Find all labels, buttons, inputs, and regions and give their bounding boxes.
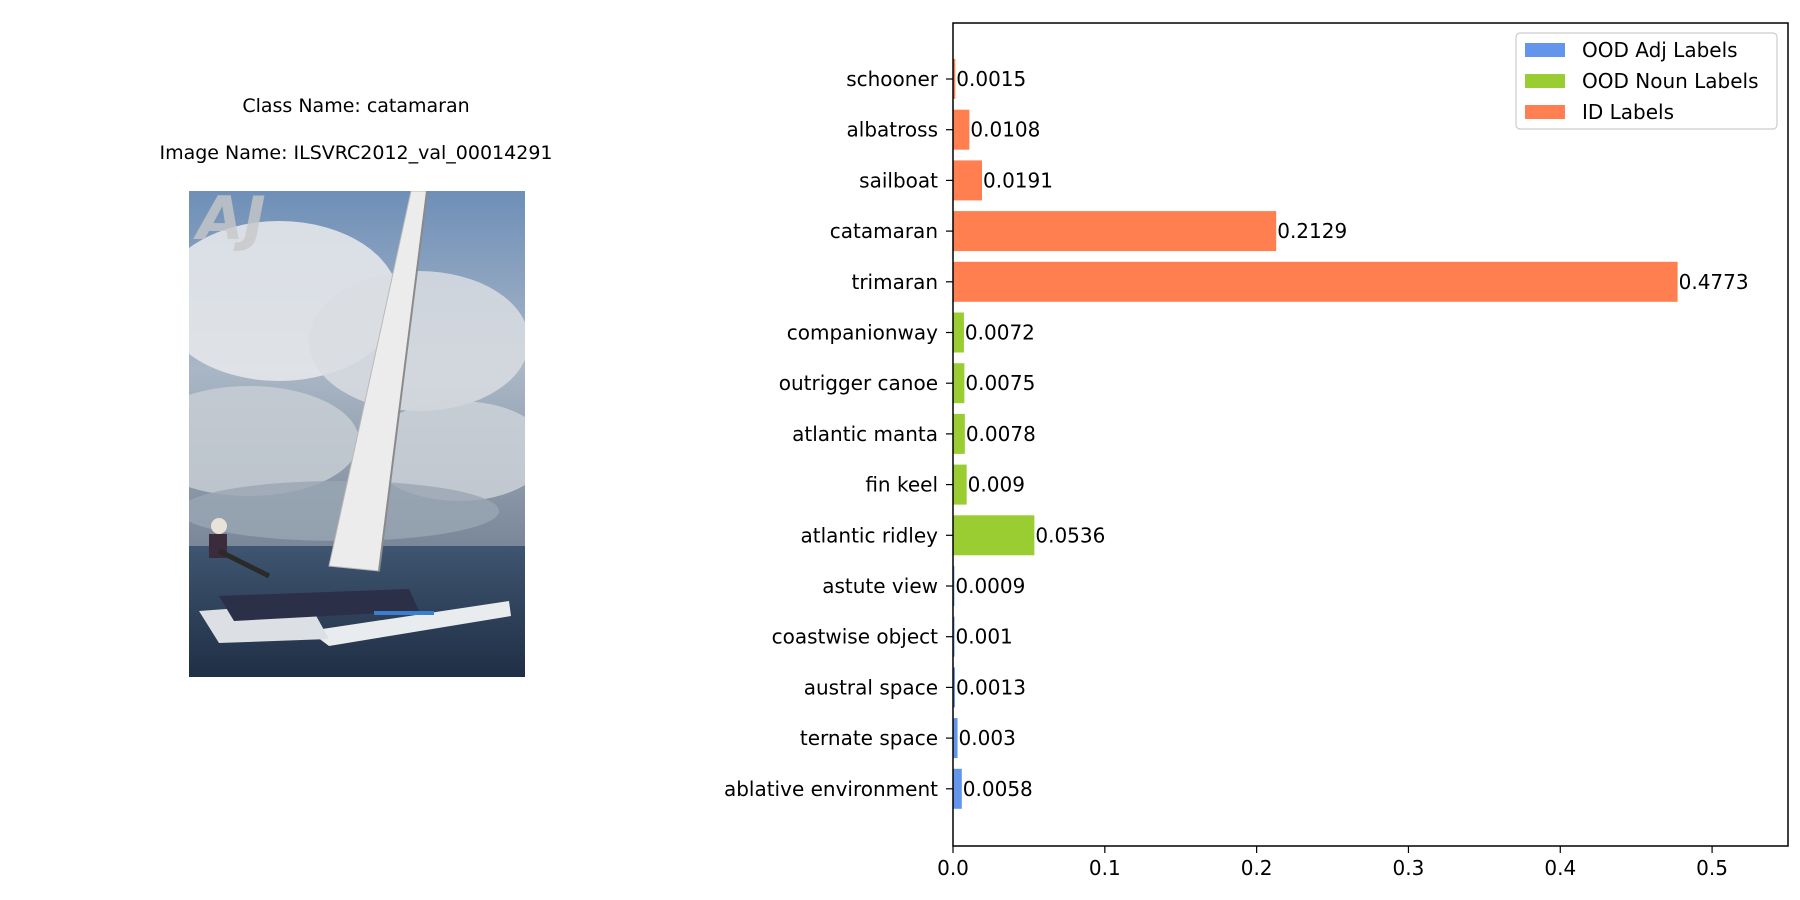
value-label: 0.4773 xyxy=(1679,270,1749,294)
y-tick-label: schooner xyxy=(846,67,939,91)
legend-box xyxy=(1515,32,1778,130)
bar-fin-keel xyxy=(953,464,967,505)
x-axis-ticks: 0.0 0.1 0.2 0.3 0.4 0.5 xyxy=(937,846,1728,880)
value-label: 0.0108 xyxy=(970,118,1040,142)
x-tick-label: 0.4 xyxy=(1544,856,1576,880)
value-label: 0.0191 xyxy=(983,168,1053,192)
bar-companionway xyxy=(953,312,964,353)
catamaran-photo: AJ xyxy=(189,191,525,677)
value-label: 0.0013 xyxy=(956,675,1026,699)
value-label: 0.0058 xyxy=(963,777,1033,801)
y-tick-label: outrigger canoe xyxy=(779,371,938,395)
bar-ablative-environment xyxy=(953,768,962,809)
value-label: 0.0536 xyxy=(1035,523,1105,547)
legend-label: OOD Adj Labels xyxy=(1582,38,1738,62)
value-label: 0.009 xyxy=(968,473,1025,497)
y-tick-labels: schooner albatross sailboat catamaran trimar… xyxy=(724,67,953,801)
y-tick-label: ternate space xyxy=(800,726,938,750)
value-label: 0.0078 xyxy=(966,422,1036,446)
legend-label: OOD Noun Labels xyxy=(1582,69,1759,93)
plot-frame xyxy=(952,22,1789,847)
bar-sailboat xyxy=(953,160,982,201)
y-tick-label: companionway xyxy=(787,321,938,345)
value-label: 0.2129 xyxy=(1277,219,1347,243)
svg-text:AJ: AJ xyxy=(193,191,266,254)
x-tick-label: 0.3 xyxy=(1393,856,1425,880)
bars-layer xyxy=(953,59,1678,809)
x-tick-label: 0.0 xyxy=(937,856,969,880)
bar-ternate-space xyxy=(953,718,958,759)
y-tick-label: coastwise object xyxy=(772,625,939,649)
legend-swatch xyxy=(1525,43,1565,57)
value-label: 0.0072 xyxy=(965,321,1035,345)
y-tick-label: atlantic ridley xyxy=(800,523,938,547)
bar-albatross xyxy=(953,109,970,150)
y-tick-label: astute view xyxy=(822,574,938,598)
y-tick-label: trimaran xyxy=(851,270,938,294)
value-label: 0.003 xyxy=(959,726,1016,750)
y-tick-label: sailboat xyxy=(859,168,938,192)
value-labels: 0.0015 0.0108 0.0191 0.2129 0.4773 0.0072 0.00… xyxy=(955,67,1748,801)
y-tick-label: catamaran xyxy=(830,219,938,243)
legend-swatch xyxy=(1525,105,1565,119)
x-tick-label: 0.2 xyxy=(1241,856,1273,880)
y-tick-label: fin keel xyxy=(865,473,938,497)
bar-trimaran xyxy=(953,261,1678,302)
value-label: 0.0075 xyxy=(965,371,1035,395)
legend-swatch xyxy=(1525,74,1565,88)
bar-atlantic-manta xyxy=(953,413,965,454)
y-tick-label: ablative environment xyxy=(724,777,938,801)
y-tick-label: albatross xyxy=(847,118,938,142)
bar-catamaran xyxy=(953,211,1277,252)
image-name-caption: Image Name: ILSVRC2012_val_00014291 xyxy=(159,142,553,164)
class-name-caption: Class Name: catamaran xyxy=(242,95,470,117)
bar-coastwise-object xyxy=(953,616,955,657)
bar-atlantic-ridley xyxy=(953,515,1035,556)
x-tick-label: 0.5 xyxy=(1696,856,1728,880)
x-tick-label: 0.1 xyxy=(1089,856,1121,880)
legend: OOD Adj Labels OOD Noun Labels ID Labels xyxy=(1515,32,1778,130)
value-label: 0.001 xyxy=(956,625,1013,649)
legend-label: ID Labels xyxy=(1582,100,1674,124)
value-label: 0.0015 xyxy=(956,67,1026,91)
y-tick-label: atlantic manta xyxy=(792,422,938,446)
bar-outrigger-canoe xyxy=(953,363,965,404)
value-label: 0.0009 xyxy=(955,574,1025,598)
bar-schooner xyxy=(953,59,956,99)
bar-austral-space xyxy=(953,667,955,708)
y-tick-label: austral space xyxy=(804,675,938,699)
